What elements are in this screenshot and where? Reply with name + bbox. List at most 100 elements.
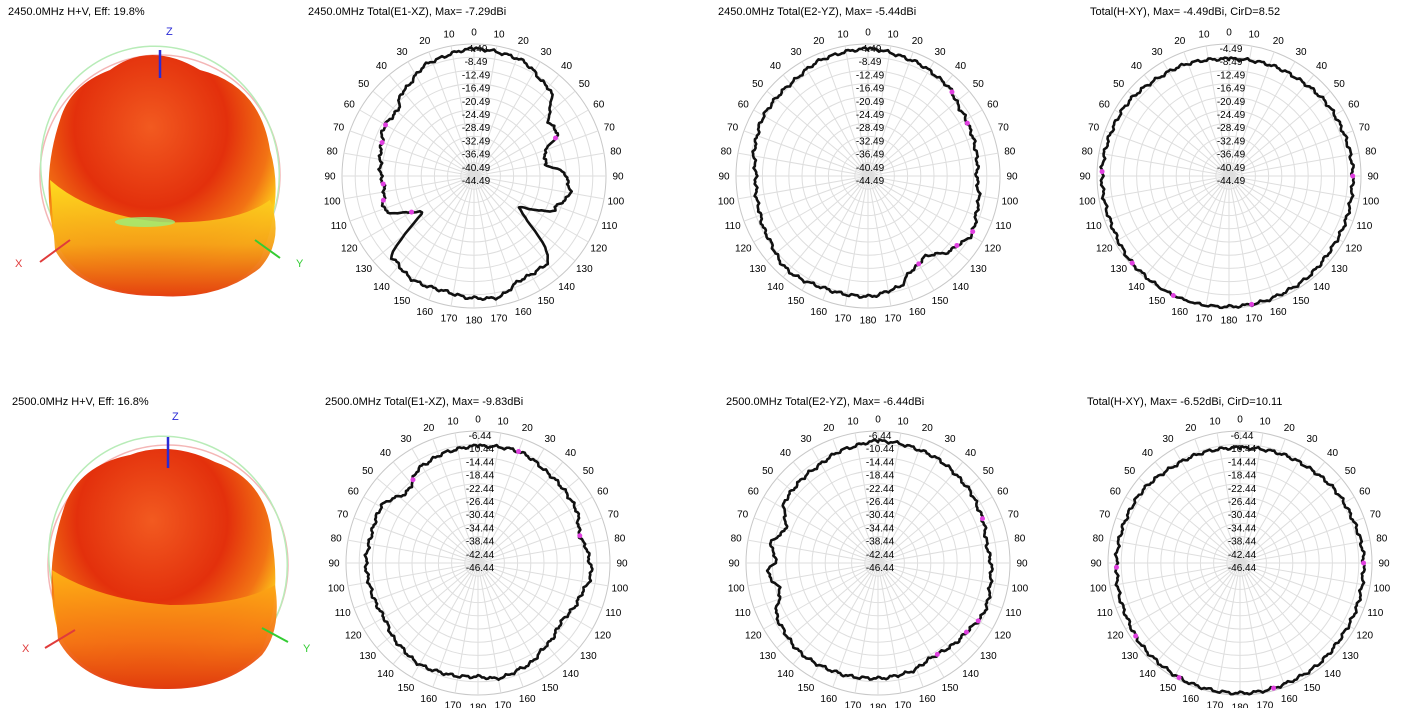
x-axis-label: X [22, 643, 30, 655]
grid-spoke [1228, 175, 1360, 200]
grid-spoke [1239, 562, 1371, 587]
grid-spoke [477, 562, 524, 688]
angle-tick-label: 70 [1370, 509, 1382, 520]
ring-tick-label: -32.49 [856, 136, 885, 147]
y-axis-label: Y [303, 643, 311, 655]
angle-tick-label: 40 [1316, 61, 1328, 72]
trace-marker [975, 618, 981, 624]
grid-spoke [1125, 496, 1241, 564]
grid-spoke [376, 562, 479, 649]
ring-tick-label: -12.49 [1217, 70, 1246, 81]
ring-tick-label: -44.49 [462, 176, 491, 187]
angle-tick-label: 50 [358, 79, 370, 90]
grid-spoke [766, 90, 869, 177]
angle-tick-label: 150 [1293, 296, 1310, 307]
angle-tick-label: 140 [1324, 669, 1341, 680]
grid-spoke [1194, 562, 1241, 688]
trace-marker [409, 209, 415, 215]
ring-tick-label: -20.49 [1217, 97, 1246, 108]
grid-spoke [867, 74, 954, 177]
grid-spoke [763, 562, 879, 630]
ring-tick-label: -44.49 [1217, 176, 1246, 187]
angle-tick-label: 140 [962, 669, 979, 680]
angle-tick-label: 110 [335, 608, 351, 619]
grid-spoke [1239, 562, 1326, 665]
angle-tick-label: 30 [540, 47, 552, 58]
trace-marker [916, 261, 922, 267]
angle-tick-label: 10 [1248, 30, 1260, 41]
grid-spoke [792, 461, 879, 564]
ring-tick-label: -38.44 [866, 537, 895, 548]
grid-spoke [1125, 562, 1241, 630]
pattern-3d-2500: 2500.0MHz H+V, Eff: 16.8% Z X Y [12, 396, 311, 690]
grid-spoke [450, 175, 475, 307]
angle-tick-label: 70 [1359, 122, 1371, 133]
grid-spoke [1183, 175, 1230, 301]
angle-tick-label: 80 [731, 533, 743, 544]
ring-tick-label: -26.44 [1228, 497, 1257, 508]
angle-tick-label: 60 [597, 487, 609, 498]
angle-tick-label: 100 [1011, 584, 1028, 595]
angle-tick-label: 40 [780, 448, 792, 459]
angle-tick-label: 70 [1099, 509, 1111, 520]
grid-spoke [766, 175, 869, 262]
pattern-trace [363, 443, 594, 682]
grid-spoke [477, 448, 545, 564]
angle-tick-label: 80 [1082, 146, 1094, 157]
angle-tick-label: 170 [895, 700, 912, 708]
angle-tick-label: 20 [912, 36, 924, 47]
angle-tick-label: 110 [601, 221, 617, 232]
grid-spoke [1228, 175, 1296, 291]
grid-spoke [832, 562, 879, 688]
angle-tick-label: 20 [1174, 36, 1186, 47]
angle-tick-label: 70 [604, 122, 616, 133]
angle-tick-label: 120 [984, 244, 1001, 255]
angle-tick-label: 80 [610, 146, 622, 157]
grid-spoke [477, 477, 580, 564]
angle-tick-label: 140 [558, 282, 575, 293]
grid-spoke [1228, 61, 1296, 177]
angle-tick-label: 30 [934, 47, 946, 58]
angle-tick-label: 40 [376, 61, 388, 72]
angle-tick-label: 180 [860, 316, 877, 327]
chart-title: 2500.0MHz Total(E1-XZ), Max= -9.83dBi [325, 396, 523, 408]
grid-spoke [1216, 432, 1241, 564]
angle-tick-label: 30 [1306, 434, 1318, 445]
trace-marker [1176, 675, 1182, 681]
angle-tick-label: 90 [718, 172, 730, 183]
grid-spoke [454, 562, 479, 694]
ring-tick-label: -4.49 [859, 44, 882, 55]
grid-spoke [877, 432, 902, 564]
grid-spoke [1239, 562, 1286, 688]
grid-spoke [343, 175, 475, 200]
angle-tick-label: 140 [1139, 669, 1156, 680]
grid-spoke [776, 562, 879, 649]
angle-tick-label: 150 [1160, 683, 1177, 694]
grid-spoke [411, 448, 479, 564]
angle-tick-label: 130 [576, 264, 593, 275]
grid-spoke [1114, 109, 1230, 177]
grid-spoke [473, 175, 541, 291]
angle-tick-label: 80 [1093, 533, 1105, 544]
ring-tick-label: -12.49 [856, 70, 885, 81]
angle-tick-label: 120 [345, 631, 362, 642]
trace-marker [934, 651, 940, 657]
grid-spoke [349, 175, 475, 222]
angle-tick-label: 80 [614, 533, 626, 544]
grid-spoke [1205, 45, 1230, 177]
grid-spoke [477, 562, 603, 609]
grid-spoke [877, 562, 902, 694]
grid-spoke [832, 438, 879, 564]
angle-tick-label: 110 [1356, 221, 1372, 232]
grid-spoke [1183, 51, 1230, 177]
grid-spoke [411, 562, 479, 678]
grid-spoke [877, 438, 924, 564]
angle-tick-label: 90 [1016, 559, 1028, 570]
angle-tick-label: 110 [1005, 608, 1021, 619]
angle-tick-label: 90 [1006, 172, 1018, 183]
angle-tick-label: 10 [493, 30, 505, 41]
ring-tick-label: -42.44 [466, 550, 495, 561]
angle-tick-label: 90 [328, 559, 340, 570]
ring-tick-label: -34.44 [1228, 523, 1257, 534]
grid-spoke [347, 562, 479, 587]
